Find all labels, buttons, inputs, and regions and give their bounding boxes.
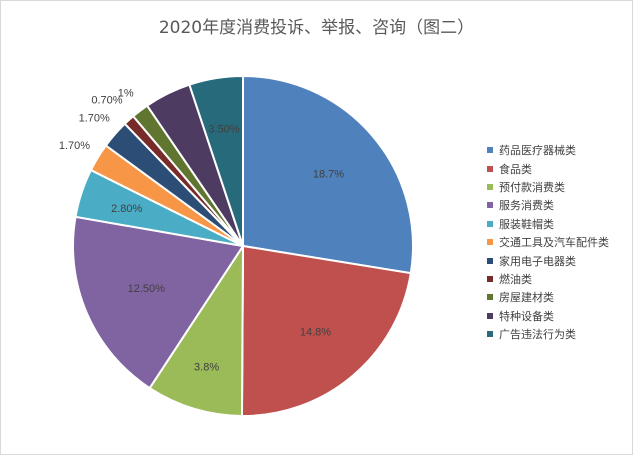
legend-label: 交通工具及汽车配件类 bbox=[499, 236, 609, 250]
legend-item: 燃油类 bbox=[487, 270, 609, 288]
legend-swatch bbox=[487, 294, 493, 301]
slice-label: 3.8% bbox=[194, 361, 219, 373]
legend-label: 服装鞋帽类 bbox=[499, 217, 554, 231]
slice-label: 1.70% bbox=[59, 140, 90, 152]
legend-item: 食品类 bbox=[487, 159, 609, 177]
legend-swatch bbox=[487, 165, 493, 172]
legend-swatch bbox=[487, 147, 493, 154]
legend: 药品医疗器械类 食品类预付款消费类 服务消费类服装鞋帽类交通工具及汽车配件类 家用电子… bbox=[487, 141, 609, 343]
legend-swatch bbox=[487, 331, 493, 338]
legend-swatch bbox=[487, 183, 493, 190]
legend-label: 广告违法行为类 bbox=[499, 328, 576, 342]
legend-item: 房屋建材类 bbox=[487, 288, 609, 306]
slice-label: 3.50% bbox=[208, 124, 239, 136]
legend-item: 预付款消费类 bbox=[487, 178, 609, 196]
legend-swatch bbox=[487, 239, 493, 246]
legend-swatch bbox=[487, 312, 493, 319]
legend-label: 房屋建材类 bbox=[499, 291, 554, 305]
legend-label: 特种设备类 bbox=[499, 309, 554, 323]
legend-label: 食品类 bbox=[499, 162, 532, 176]
pie-slice bbox=[188, 74, 244, 247]
legend-item: 服务消费类 bbox=[487, 196, 609, 214]
legend-swatch bbox=[487, 220, 493, 227]
legend-item: 交通工具及汽车配件类 bbox=[487, 233, 609, 251]
slice-label: 1% bbox=[118, 88, 134, 100]
pie-slice bbox=[242, 74, 414, 275]
legend-swatch bbox=[487, 257, 493, 264]
slice-label: 0.70% bbox=[91, 94, 122, 106]
legend-label: 服务消费类 bbox=[499, 199, 554, 213]
pie-slice bbox=[148, 242, 245, 418]
chart-title: 2020年度消费投诉、举报、咨询（图二） bbox=[158, 18, 475, 38]
legend-label: 药品医疗器械类 bbox=[499, 144, 576, 158]
legend-item: 服装鞋帽类 bbox=[487, 215, 609, 233]
slice-label: 14.8% bbox=[300, 327, 331, 339]
legend-item: 广告违法行为类 bbox=[487, 325, 609, 343]
pie-slice bbox=[72, 215, 245, 390]
slice-label: 2.80% bbox=[111, 203, 142, 215]
legend-item: 药品医疗器械类 bbox=[487, 141, 609, 159]
legend-label: 家用电子电器类 bbox=[499, 254, 576, 268]
legend-swatch bbox=[487, 202, 493, 209]
legend-item: 特种设备类 bbox=[487, 307, 609, 325]
legend-item: 家用电子电器类 bbox=[487, 251, 609, 269]
legend-label: 预付款消费类 bbox=[499, 180, 565, 194]
pie-slice bbox=[240, 244, 412, 417]
slice-label: 12.50% bbox=[128, 283, 166, 295]
slice-label: 18.7% bbox=[313, 168, 344, 180]
legend-swatch bbox=[487, 275, 493, 282]
slice-label: 1.70% bbox=[79, 113, 110, 125]
legend-label: 燃油类 bbox=[499, 272, 532, 286]
